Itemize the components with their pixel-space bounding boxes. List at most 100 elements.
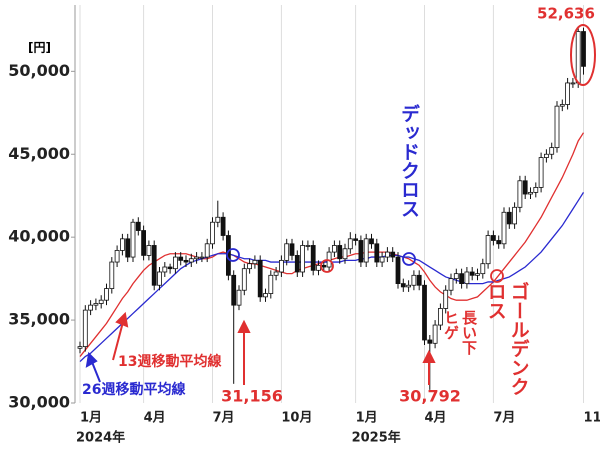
candle-body: [475, 273, 480, 276]
candle-body: [485, 235, 491, 265]
candle-body: [422, 284, 427, 341]
candle-body: [522, 180, 528, 195]
candle-body: [188, 258, 194, 263]
candle-body: [98, 299, 104, 304]
candle-body: [432, 324, 438, 344]
y-tick-label: 45,000: [8, 144, 70, 163]
x-tick-label: 7月: [213, 411, 235, 426]
candle-body: [448, 278, 454, 291]
candle-body: [570, 82, 576, 85]
x-tick-label: 7月: [493, 411, 515, 426]
x-tick-label: 1月: [80, 411, 102, 426]
candle-body: [331, 245, 337, 253]
candle-body: [469, 271, 475, 276]
x-tick-label: 4月: [425, 411, 447, 426]
candle-body: [581, 31, 586, 67]
candle-body: [215, 216, 221, 223]
arrows: [112, 311, 436, 385]
candle-body: [554, 105, 560, 149]
low-label: 30,792: [399, 387, 461, 406]
candle-body: [416, 274, 422, 286]
x-tick-label: 1月: [356, 411, 378, 426]
candle-body: [109, 261, 115, 289]
candle-body: [178, 256, 184, 261]
candle-body: [252, 259, 258, 265]
high-label: 52,636: [537, 5, 595, 23]
candle-body: [353, 238, 359, 241]
candle-body: [247, 263, 253, 270]
candle-body: [443, 289, 449, 309]
candle-body: [496, 240, 502, 245]
candle-body: [273, 271, 279, 276]
candle-body: [400, 283, 406, 288]
candle-body: [517, 180, 523, 208]
candle-body: [120, 238, 125, 251]
candle-body: [104, 288, 109, 301]
candle-body: [82, 309, 88, 348]
x-tick-label: 11月: [584, 411, 600, 426]
y-tick-label: 30,000: [8, 393, 70, 412]
x-tick-label: 4月: [144, 411, 166, 426]
x-year-label: 2025年: [352, 430, 401, 446]
candle-body: [337, 245, 343, 260]
candle-body: [342, 248, 348, 260]
candle-body: [506, 211, 512, 225]
candle-body: [538, 157, 544, 188]
candle-body: [310, 245, 316, 271]
candle-body: [210, 221, 215, 245]
y-tick-label: 50,000: [8, 61, 70, 80]
candle-body: [93, 303, 99, 306]
candle-body: [374, 243, 380, 263]
candle-body: [172, 256, 178, 270]
candle-body: [236, 289, 242, 306]
candle-body: [528, 191, 533, 195]
candle-body: [135, 221, 141, 231]
candle-body: [384, 251, 390, 258]
candle-body: [559, 104, 565, 107]
x-year-label: 2024年: [76, 430, 125, 446]
candle-body: [141, 230, 147, 256]
candle-body: [241, 268, 247, 291]
candle-body: [294, 255, 300, 273]
candle-body: [406, 284, 412, 288]
candle-body: [464, 271, 470, 285]
candle-body: [437, 308, 443, 326]
ma13-label: 13週移動平均線: [118, 353, 221, 370]
candle-body: [544, 153, 549, 158]
candle-body: [289, 243, 295, 256]
candle-body: [125, 238, 131, 258]
candle-body: [199, 256, 205, 259]
candle-body: [220, 216, 226, 236]
y-tick-label: 35,000: [8, 310, 70, 329]
candle-body: [321, 264, 327, 268]
candle-body: [305, 245, 311, 247]
moving-average-line: [79, 132, 585, 357]
candle-body: [575, 31, 581, 84]
candle-body: [263, 293, 268, 298]
candle-body: [363, 238, 369, 263]
candle-body: [231, 274, 237, 306]
candle-body: [512, 206, 517, 225]
candle-body: [284, 243, 290, 261]
candle-body: [390, 251, 396, 258]
candle-body: [427, 339, 433, 344]
candle-body: [268, 274, 274, 294]
dead-cross-text: デッドクロス: [398, 104, 420, 218]
candle-body: [490, 235, 496, 241]
candle-body: [549, 147, 555, 155]
candle-body: [114, 250, 120, 263]
candle-body: [157, 271, 162, 286]
candle-body: [358, 240, 364, 263]
candle-body: [316, 264, 321, 271]
y-tick-label: 40,000: [8, 227, 70, 246]
candle-body: [480, 263, 486, 275]
candle-body: [167, 266, 173, 270]
candle-body: [204, 243, 210, 258]
arrow: [85, 351, 101, 383]
long-wick-text: 長い下ヒゲ: [442, 310, 478, 355]
candle-body: [395, 256, 401, 285]
candle-body: [369, 238, 374, 245]
candle-body: [257, 259, 263, 298]
